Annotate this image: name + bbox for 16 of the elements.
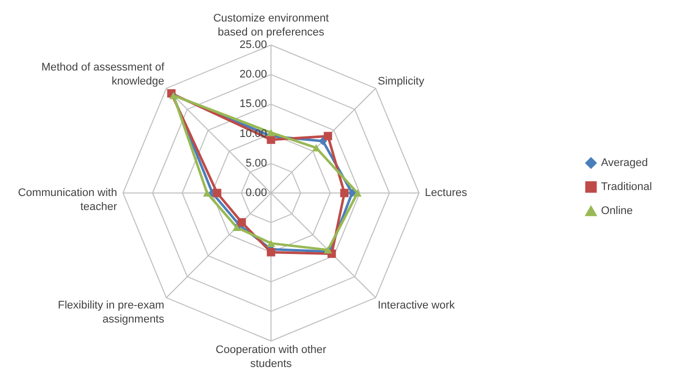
spoke-label: Customize environment based on preferences [213, 12, 329, 39]
y-tick-label: 25.00 [239, 39, 267, 51]
y-tick-label: 0.00 [246, 187, 267, 199]
spoke-label: Cooperation with other students [216, 344, 327, 370]
spoke-label: Flexibility in pre-exam assignments [58, 300, 165, 326]
legend-label: Online [601, 205, 633, 217]
spoke-label: Lectures [424, 187, 468, 199]
spoke-label: Interactive work [378, 300, 456, 312]
y-tick-label: 20.00 [239, 68, 267, 81]
y-tick-label: 15.00 [239, 98, 267, 110]
spoke-label: Communication with teacher [18, 187, 118, 213]
legend-label: Traditional [601, 181, 652, 193]
y-tick-label: 5.00 [246, 157, 267, 170]
spoke-label: Method of assessment of knowledge [41, 61, 166, 88]
legend-label: Averaged [601, 157, 648, 169]
spoke-label: Simplicity [378, 75, 425, 88]
